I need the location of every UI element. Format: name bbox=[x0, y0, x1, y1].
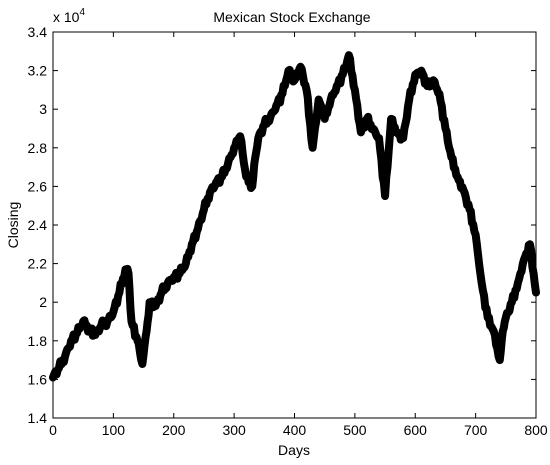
y-tick-label: 3.4 bbox=[28, 24, 48, 40]
x-axis-label: Days bbox=[278, 442, 310, 458]
y-tick-label: 2 bbox=[39, 294, 47, 310]
x-tick-label: 800 bbox=[524, 422, 548, 438]
chart-title: Mexican Stock Exchange bbox=[213, 9, 370, 25]
y-axis-label: Closing bbox=[5, 202, 21, 249]
y-multiplier-label: x 104 bbox=[53, 7, 85, 25]
axis-tick-labels: 0 100 200 300 400 500 600 700 800 1.4 1.6 1.8 2 2.2 2.… bbox=[28, 24, 548, 438]
y-multiplier-base: x 10 bbox=[53, 9, 80, 25]
y-tick-label: 2.4 bbox=[28, 217, 48, 233]
x-tick-label: 0 bbox=[49, 422, 57, 438]
y-tick-label: 3.2 bbox=[28, 63, 48, 79]
y-tick-label: 2.6 bbox=[28, 178, 48, 194]
x-tick-label: 200 bbox=[162, 422, 186, 438]
y-multiplier-exponent: 4 bbox=[79, 7, 85, 18]
y-tick-label: 2.8 bbox=[28, 140, 48, 156]
y-tick-label: 1.8 bbox=[28, 333, 48, 349]
y-tick-label: 1.4 bbox=[28, 410, 48, 426]
x-tick-label: 400 bbox=[283, 422, 307, 438]
series-line bbox=[49, 51, 540, 382]
x-tick-label: 700 bbox=[464, 422, 488, 438]
x-tick-label: 100 bbox=[102, 422, 126, 438]
y-tick-label: 1.6 bbox=[28, 371, 48, 387]
x-tick-label: 300 bbox=[222, 422, 246, 438]
x-tick-label: 500 bbox=[343, 422, 367, 438]
y-tick-label: 2.2 bbox=[28, 256, 48, 272]
y-tick-label: 3 bbox=[39, 101, 47, 117]
x-tick-label: 600 bbox=[404, 422, 428, 438]
plot-area bbox=[52, 31, 537, 419]
axis-ticks bbox=[52, 31, 537, 419]
